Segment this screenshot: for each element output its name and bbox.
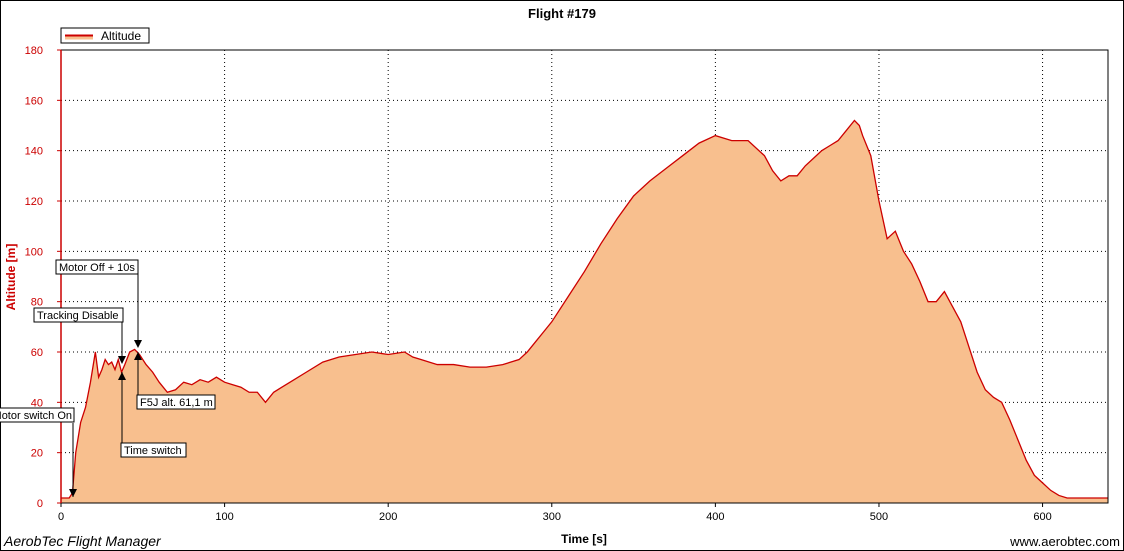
annotation-motor-off: Motor Off + 10s [59, 262, 135, 274]
x-tick-label: 300 [543, 511, 561, 523]
x-tick-label: 400 [706, 511, 724, 523]
x-tick-label: 200 [379, 511, 397, 523]
y-tick-label: 140 [25, 146, 43, 158]
x-tick-label: 600 [1033, 511, 1051, 523]
annotation-box-motor-on [0, 407, 75, 423]
annotation-box-tracking [33, 307, 124, 323]
footer-website: www.aerobtec.com [1009, 534, 1120, 549]
series-area [61, 119, 1108, 503]
annotation-f5j-alt: F5J alt. 61,1 m [140, 397, 213, 409]
y-tick-label: 120 [25, 196, 43, 208]
legend: Altitude [60, 27, 150, 44]
annotation-arrow-motor-on [69, 489, 77, 497]
annotations: Motor switch On Tracking Disable Time sw… [0, 259, 216, 497]
chart-title: Flight #179 [528, 6, 596, 21]
y-tick-label: 0 [37, 498, 43, 510]
y-tick-label: 160 [25, 95, 43, 107]
x-axis-label: Time [s] [561, 532, 607, 546]
legend-entry-altitude: Altitude [101, 29, 141, 43]
annotation-box-f5j [136, 394, 216, 410]
x-tick-label: 100 [215, 511, 233, 523]
x-tick-label: 500 [870, 511, 888, 523]
y-tick-label: 20 [31, 448, 43, 460]
annotation-arrow-time-switch [118, 372, 126, 380]
x-ticks: 0 100 200 300 400 500 600 [58, 503, 1052, 523]
y-tick-label: 60 [31, 347, 43, 359]
y-axis-label: Altitude [m] [4, 244, 18, 311]
annotation-box-motor-off [55, 259, 139, 275]
y-ticks: 0 20 40 60 80 100 120 140 160 180 [25, 45, 61, 510]
y-tick-label: 100 [25, 246, 43, 258]
y-tick-label: 40 [31, 397, 43, 409]
annotation-motor-on: Motor switch On [0, 410, 72, 422]
annotation-box-time-switch [120, 442, 187, 458]
annotation-arrow-tracking [118, 356, 126, 364]
x-tick-label: 0 [58, 511, 64, 523]
y-tick-label: 80 [31, 297, 43, 309]
annotation-time-switch: Time switch [124, 445, 182, 457]
annotation-arrow-f5j [134, 352, 142, 360]
annotation-arrow-motor-off [134, 340, 142, 348]
altitude-area-fill [61, 120, 1108, 503]
annotation-tracking-disable: Tracking Disable [37, 310, 119, 322]
footer-app-name: AerobTec Flight Manager [3, 533, 162, 549]
y-tick-label: 180 [25, 45, 43, 57]
